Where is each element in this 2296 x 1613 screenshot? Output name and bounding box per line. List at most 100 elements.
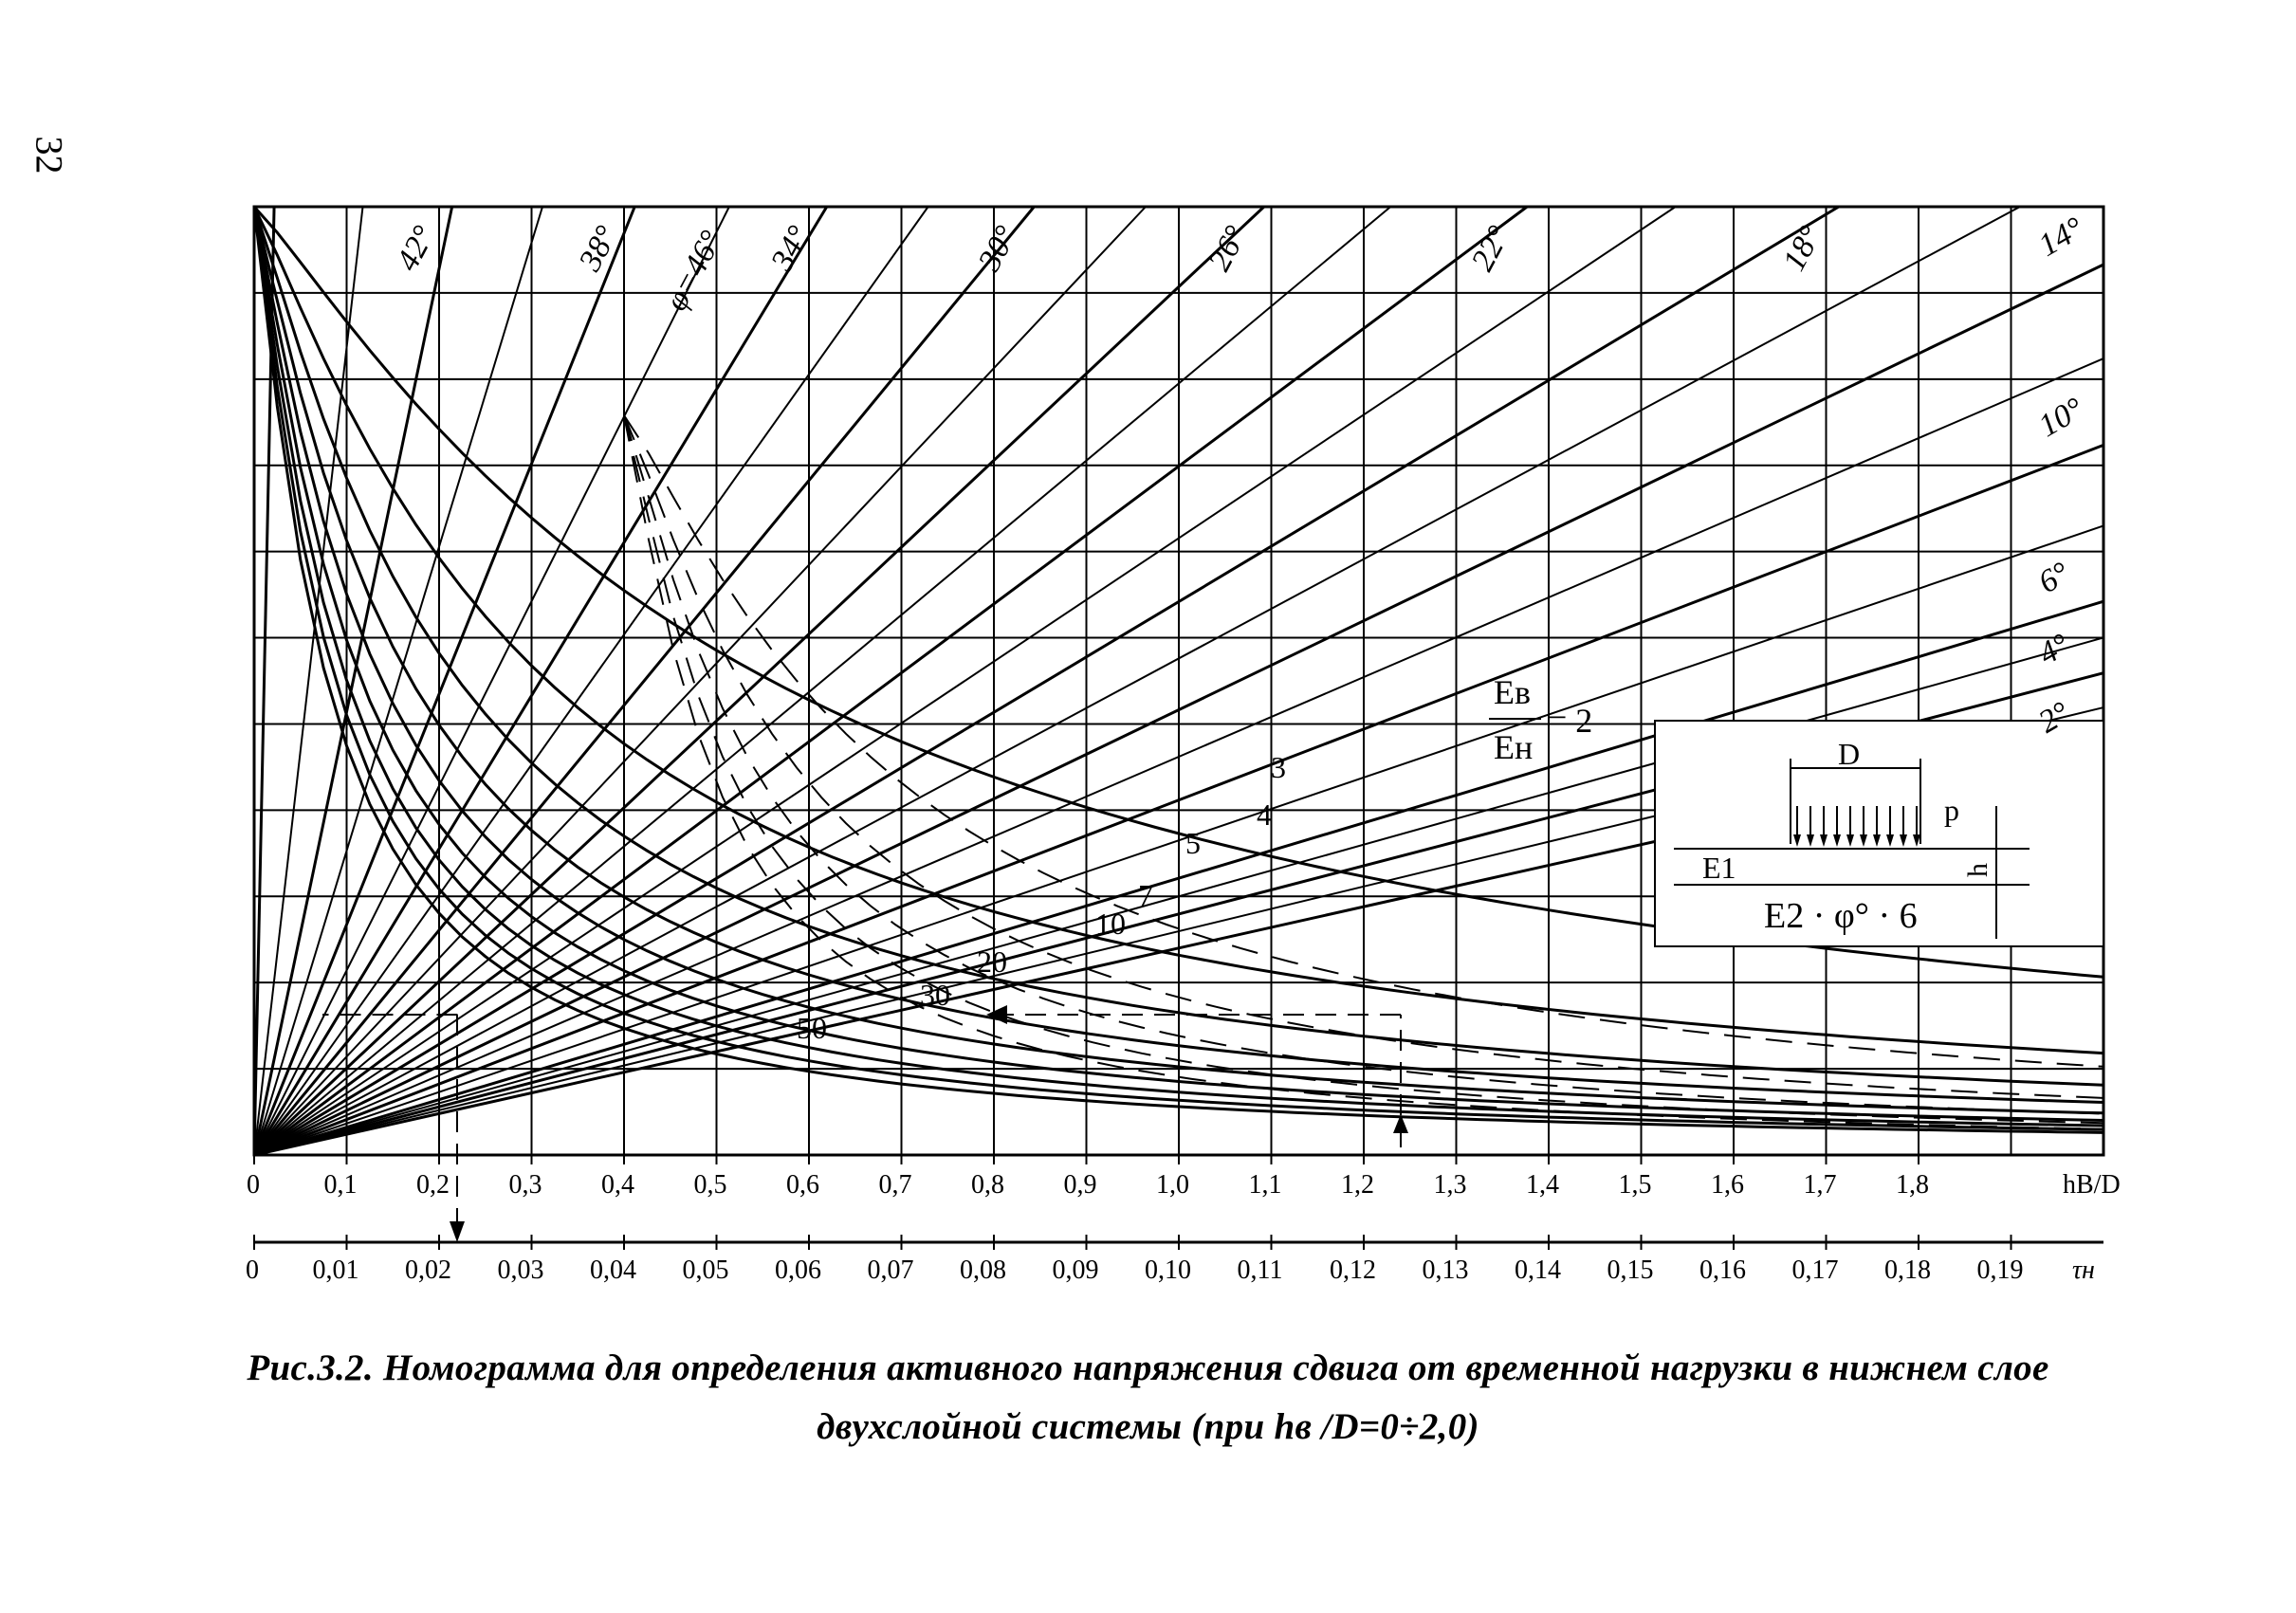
phi-line-intermediate bbox=[253, 206, 1677, 1156]
ratio-label-first-value: = 2 bbox=[1548, 702, 1592, 740]
tau-axis-tick-label: 0,04 bbox=[590, 1256, 636, 1285]
inset-load-arrowhead bbox=[1886, 834, 1894, 847]
ratio-curve-5 bbox=[252, 206, 2104, 1104]
inset-load-arrowhead bbox=[1820, 834, 1828, 847]
tau-axis-tick-label: 0,02 bbox=[405, 1256, 451, 1285]
ratio-curve-7 bbox=[252, 206, 2104, 1115]
phi-label-26deg: 26° bbox=[1202, 220, 1254, 277]
ratio-label-5: 5 bbox=[1185, 826, 1201, 860]
example-arrow-down bbox=[450, 1221, 465, 1242]
x-axis-tick-label: 0 bbox=[247, 1170, 260, 1200]
inset-frame bbox=[1654, 720, 2104, 947]
phi-line-intermediate bbox=[253, 524, 2104, 1156]
inset-load-arrowhead bbox=[1807, 834, 1814, 847]
dashed-helper-curve bbox=[623, 414, 2104, 1068]
x-axis-tick-label: 1,4 bbox=[1526, 1170, 1559, 1200]
x-axis-tick-label: 0,4 bbox=[601, 1170, 634, 1200]
tau-axis-label: τн bbox=[2072, 1256, 2095, 1285]
phi-label-6deg: 6° bbox=[2033, 556, 2076, 601]
x-axis-tick-label: 1,6 bbox=[1711, 1170, 1744, 1200]
x-axis-label: hB/D bbox=[2063, 1170, 2121, 1200]
dashed-helper-curve bbox=[623, 414, 2104, 1125]
ratio-label-10: 10 bbox=[1095, 907, 1126, 941]
x-axis-tick-label: 1,7 bbox=[1804, 1170, 1837, 1200]
dashed-helper-curve bbox=[623, 414, 2104, 1099]
ratio-curve-3 bbox=[252, 206, 2104, 1055]
phi-line-intermediate bbox=[253, 206, 929, 1156]
phi-line-34deg bbox=[252, 206, 829, 1156]
tau-axis-tick-label: 0,10 bbox=[1145, 1256, 1191, 1285]
x-axis-tick-label: 0,9 bbox=[1064, 1170, 1097, 1200]
tau-axis-tick-label: 0,09 bbox=[1053, 1256, 1099, 1285]
tau-axis-tick-label: 0,11 bbox=[1238, 1256, 1283, 1285]
example-arrow-left bbox=[986, 1005, 1007, 1024]
phi-line-intermediate bbox=[253, 206, 1147, 1156]
tau-axis-tick-label: 0,19 bbox=[1977, 1256, 2024, 1285]
ratio-label-denominator: Eн bbox=[1494, 728, 1533, 766]
x-axis-tick-label: 0,5 bbox=[694, 1170, 727, 1200]
inset-load-arrowhead bbox=[1860, 834, 1867, 847]
ratio-curve-20 bbox=[252, 206, 2104, 1127]
phi-line-18deg bbox=[253, 205, 1840, 1157]
phi-label-46deg: φ=46° bbox=[658, 225, 729, 317]
ratio-label-4: 4 bbox=[1257, 797, 1272, 832]
phi-line-14deg bbox=[253, 263, 2104, 1157]
phi-line-intermediate bbox=[253, 206, 1391, 1156]
x-axis-tick-label: 0,3 bbox=[509, 1170, 542, 1200]
inset-load-arrowhead bbox=[1900, 834, 1907, 847]
tau-axis-tick-label: 0 bbox=[246, 1256, 259, 1285]
inset-load-arrowhead bbox=[1833, 834, 1841, 847]
phi-label-18deg: 18° bbox=[1776, 220, 1828, 277]
example-arrow-up bbox=[1393, 1114, 1408, 1133]
phi-line-38deg bbox=[252, 206, 636, 1156]
x-axis-tick-label: 0,1 bbox=[324, 1170, 358, 1200]
x-axis-tick-label: 0,8 bbox=[971, 1170, 1004, 1200]
x-axis-tick-label: 1,5 bbox=[1619, 1170, 1652, 1200]
tau-axis-tick-label: 0,18 bbox=[1884, 1256, 1931, 1285]
inset-label-p: p bbox=[1944, 793, 1959, 827]
figure-caption-line-1: Рис.3.2. Номограмма для определения акти… bbox=[247, 1347, 2049, 1388]
inset-load-arrowhead bbox=[1913, 834, 1920, 847]
chart-axes: 0 0,1 0,2 0,3 0,4 0,5 0,6 0,7 0,8 0,9 1,0 1,1 1,2 1,3… bbox=[246, 1155, 2121, 1285]
phi-label-22deg: 22° bbox=[1465, 220, 1517, 277]
inset-load-arrowhead bbox=[1846, 834, 1854, 847]
inset-label-e1: E1 bbox=[1702, 851, 1736, 885]
figure-caption-line-2: двухслойной системы (при hв /D=0÷2,0) bbox=[817, 1406, 1479, 1447]
tau-axis-tick-label: 0,01 bbox=[313, 1256, 359, 1285]
phi-line-intermediate bbox=[253, 206, 543, 1156]
tau-axis-tick-label: 0,17 bbox=[1792, 1256, 1839, 1285]
phi-line-46deg bbox=[252, 206, 276, 1156]
ratio-curve-50 bbox=[252, 206, 2104, 1134]
x-axis-tick-label: 1,3 bbox=[1434, 1170, 1467, 1200]
dashed-helper-curve bbox=[623, 414, 2104, 1130]
phi-line-intermediate bbox=[253, 206, 364, 1156]
phi-line-intermediate bbox=[253, 206, 2021, 1156]
phi-label-38deg: 38° bbox=[572, 220, 625, 278]
tau-axis-tick-label: 0,05 bbox=[683, 1256, 729, 1285]
tau-axis-tick-label: 0,08 bbox=[960, 1256, 1006, 1285]
phi-label-14deg: 14° bbox=[2033, 211, 2090, 264]
inset-label-h: h bbox=[1962, 863, 1993, 877]
phi-line-intermediate bbox=[253, 357, 2104, 1156]
ratio-label-20: 20 bbox=[977, 944, 1007, 979]
tau-axis-tick-label: 0,03 bbox=[498, 1256, 544, 1285]
x-axis-tick-label: 0,6 bbox=[786, 1170, 819, 1200]
tau-axis-tick-label: 0,15 bbox=[1607, 1256, 1654, 1285]
tau-axis-tick-label: 0,06 bbox=[775, 1256, 821, 1285]
tau-axis-tick-label: 0,13 bbox=[1423, 1256, 1469, 1285]
x-axis-tick-label: 1,1 bbox=[1249, 1170, 1282, 1200]
x-axis-tick-label: 0,2 bbox=[416, 1170, 450, 1200]
x-axis-tick-label: 0,7 bbox=[879, 1170, 912, 1200]
ratio-label-3: 3 bbox=[1271, 750, 1286, 784]
x-axis-tick-label: 1,8 bbox=[1896, 1170, 1929, 1200]
phi-line-26deg bbox=[252, 205, 1265, 1157]
inset-label-d: D bbox=[1838, 737, 1860, 771]
phi-line-10deg bbox=[253, 444, 2104, 1157]
inset-load-arrowhead bbox=[1793, 834, 1801, 847]
phi-line-6deg bbox=[253, 599, 2104, 1157]
phi-line-22deg bbox=[253, 205, 1529, 1157]
tau-axis-tick-label: 0,07 bbox=[868, 1256, 914, 1285]
phi-label-42deg: 42° bbox=[390, 220, 442, 277]
ratio-label-numerator: Eв bbox=[1494, 673, 1531, 711]
